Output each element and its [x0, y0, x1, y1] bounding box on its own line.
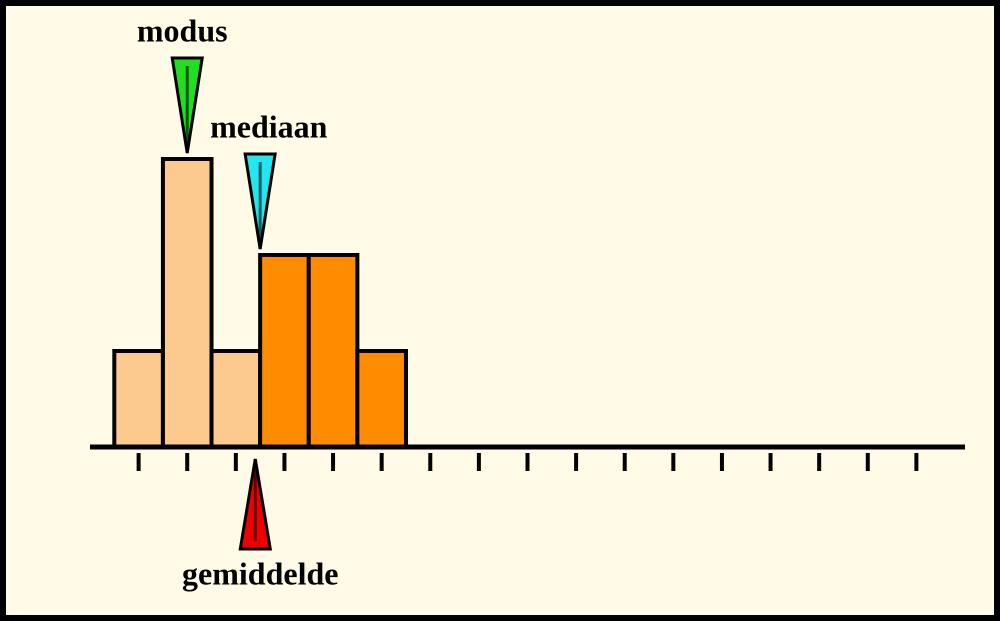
marker-label: gemiddelde — [182, 555, 338, 591]
bar — [355, 349, 408, 449]
marker-label: mediaan — [210, 108, 328, 144]
bar — [258, 253, 311, 449]
bar — [306, 253, 360, 449]
marker-label: modus — [137, 12, 228, 48]
bar — [209, 349, 263, 449]
bar — [160, 157, 214, 449]
bar — [112, 349, 165, 449]
